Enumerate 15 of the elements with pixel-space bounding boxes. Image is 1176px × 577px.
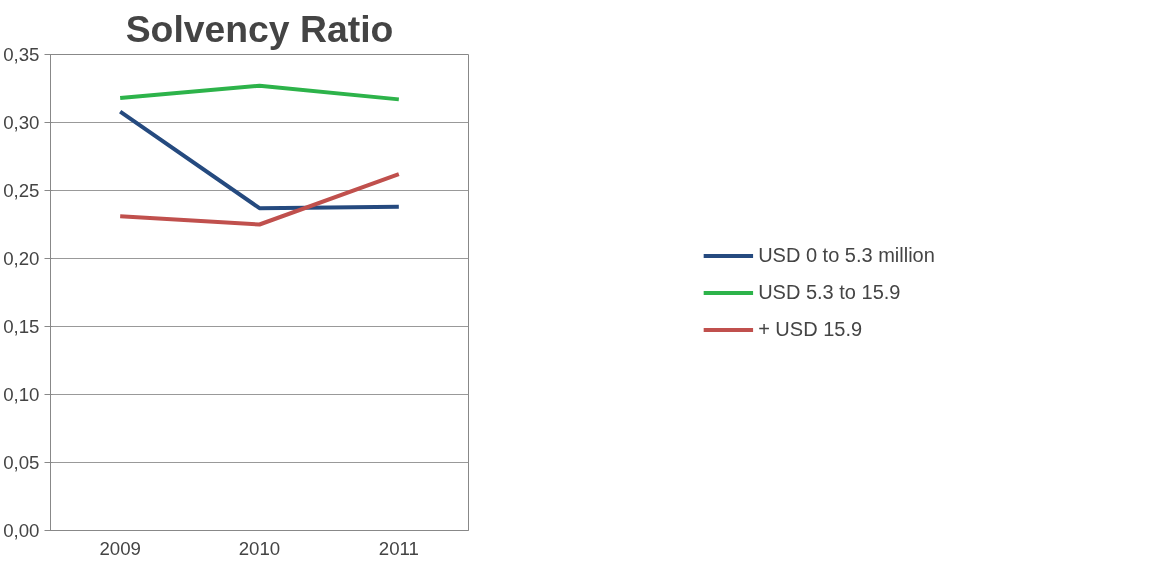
x-tick-label: 2011 [378,537,419,559]
legend-label: + USD 15.9 [758,317,863,341]
y-tick-label: 0,15 [3,316,40,337]
y-tick-label: 0,10 [3,384,40,405]
x-tick-label: 2010 [238,537,281,559]
y-tick-label: 0,35 [3,44,40,65]
legend-label: USD 0 to 5.3 million [758,243,935,267]
chart-title: Solvency Ratio [125,7,394,50]
legend-label: USD 5.3 to 15.9 [758,280,901,304]
y-tick-label: 0,25 [3,180,40,201]
y-tick-label: 0,05 [3,452,40,473]
y-tick-label: 0,30 [3,112,40,133]
y-tick-label: 0,20 [3,248,40,269]
y-tick-label: 0,00 [3,520,40,541]
x-tick-label: 2009 [99,537,141,559]
